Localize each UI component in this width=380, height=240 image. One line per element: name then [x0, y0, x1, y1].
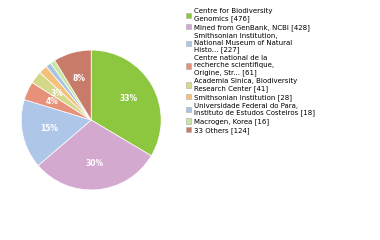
Wedge shape — [46, 63, 91, 120]
Text: 8%: 8% — [73, 74, 86, 83]
Text: 33%: 33% — [120, 94, 138, 103]
Text: 30%: 30% — [86, 159, 104, 168]
Wedge shape — [24, 83, 91, 120]
Wedge shape — [51, 60, 91, 120]
Wedge shape — [38, 120, 151, 190]
Wedge shape — [21, 100, 91, 166]
Wedge shape — [40, 66, 91, 120]
Legend: Centre for Biodiversity
Genomics [476], Mined from GenBank, NCBI [428], Smithson: Centre for Biodiversity Genomics [476], … — [186, 8, 315, 134]
Text: 15%: 15% — [40, 124, 58, 133]
Wedge shape — [91, 50, 161, 156]
Text: 4%: 4% — [45, 97, 58, 106]
Wedge shape — [32, 72, 91, 120]
Wedge shape — [55, 50, 91, 120]
Text: 3%: 3% — [51, 89, 63, 98]
